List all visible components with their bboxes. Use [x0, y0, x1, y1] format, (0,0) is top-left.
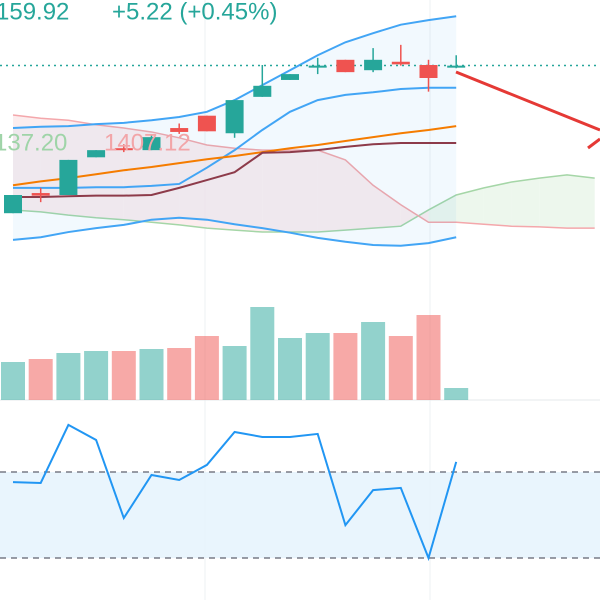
- rsi-line: [12, 423, 458, 562]
- cloud-fill: [456, 187, 484, 225]
- span-a: [12, 174, 595, 233]
- cloud-fill: [483, 182, 512, 227]
- volume-bar: [305, 333, 330, 400]
- volume-bar: [139, 349, 164, 400]
- cloud-fill: [151, 131, 180, 225]
- volume-bar: [416, 315, 441, 400]
- rsi-band: [0, 472, 600, 559]
- candle-body: [59, 159, 78, 195]
- cloud-fill: [539, 174, 567, 229]
- cloud-fill: [400, 204, 429, 227]
- candle-body: [391, 61, 410, 65]
- cloud-fill: [206, 144, 235, 231]
- cloud-fill: [511, 178, 540, 227]
- candle-body: [4, 195, 22, 214]
- candle-body: [114, 148, 133, 151]
- volume-bar: [194, 336, 219, 400]
- overlay-label: 1407.12: [104, 129, 191, 156]
- candle-body: [336, 59, 355, 73]
- volume-bar: [333, 333, 358, 400]
- candle-body: [170, 128, 189, 132]
- candles: [0, 44, 600, 214]
- change-label: +5.22 (+0.45%): [112, 0, 277, 25]
- ma-line: [13, 142, 457, 198]
- price-label: 159.92: [0, 0, 69, 25]
- cloud-fill: [123, 128, 152, 223]
- moving-averages: [12, 125, 457, 198]
- volume-bar: [167, 348, 192, 400]
- volume-bar: [444, 388, 469, 400]
- trend-arrow: [587, 137, 600, 150]
- cloud-fill: [234, 148, 263, 233]
- candle-body: [197, 115, 216, 132]
- volume-bar: [222, 346, 247, 400]
- cloud-fill: [428, 195, 457, 223]
- candle-body: [142, 137, 161, 151]
- cloud-fill: [262, 150, 290, 233]
- candle-body: [31, 193, 50, 196]
- candle-body: [281, 74, 299, 80]
- volume-bar: [28, 359, 53, 400]
- candle-body: [87, 150, 106, 158]
- cloud-fill: [373, 185, 401, 229]
- cloud-fill: [567, 174, 595, 229]
- labels: 159.92 +5.22 (+0.45%) 137.20 1407.12: [0, 0, 277, 156]
- candle-body: [447, 65, 466, 68]
- cloud-fill: [345, 159, 374, 231]
- trend-arrow: [455, 70, 600, 132]
- cloud-fill: [317, 150, 346, 233]
- volume: [1, 307, 469, 400]
- volume-bar: [278, 338, 302, 400]
- volume-bar: [84, 351, 109, 400]
- overlay-label: 137.20: [0, 129, 67, 156]
- ma-line: [12, 125, 457, 187]
- rsi: [0, 423, 600, 562]
- volume-bar: [388, 336, 413, 400]
- volume-bar: [1, 362, 25, 400]
- candle-body: [308, 65, 327, 68]
- cloud-fill: [290, 150, 318, 233]
- volume-bar: [361, 322, 386, 400]
- band-line: [13, 86, 457, 189]
- candle-body: [253, 85, 272, 97]
- band-line: [12, 216, 457, 247]
- volume-bar: [111, 351, 136, 400]
- candle-body: [225, 100, 244, 134]
- candle-body: [364, 59, 383, 71]
- candle-body: [419, 65, 438, 78]
- volume-bar: [56, 353, 81, 400]
- volume-bar: [250, 307, 275, 400]
